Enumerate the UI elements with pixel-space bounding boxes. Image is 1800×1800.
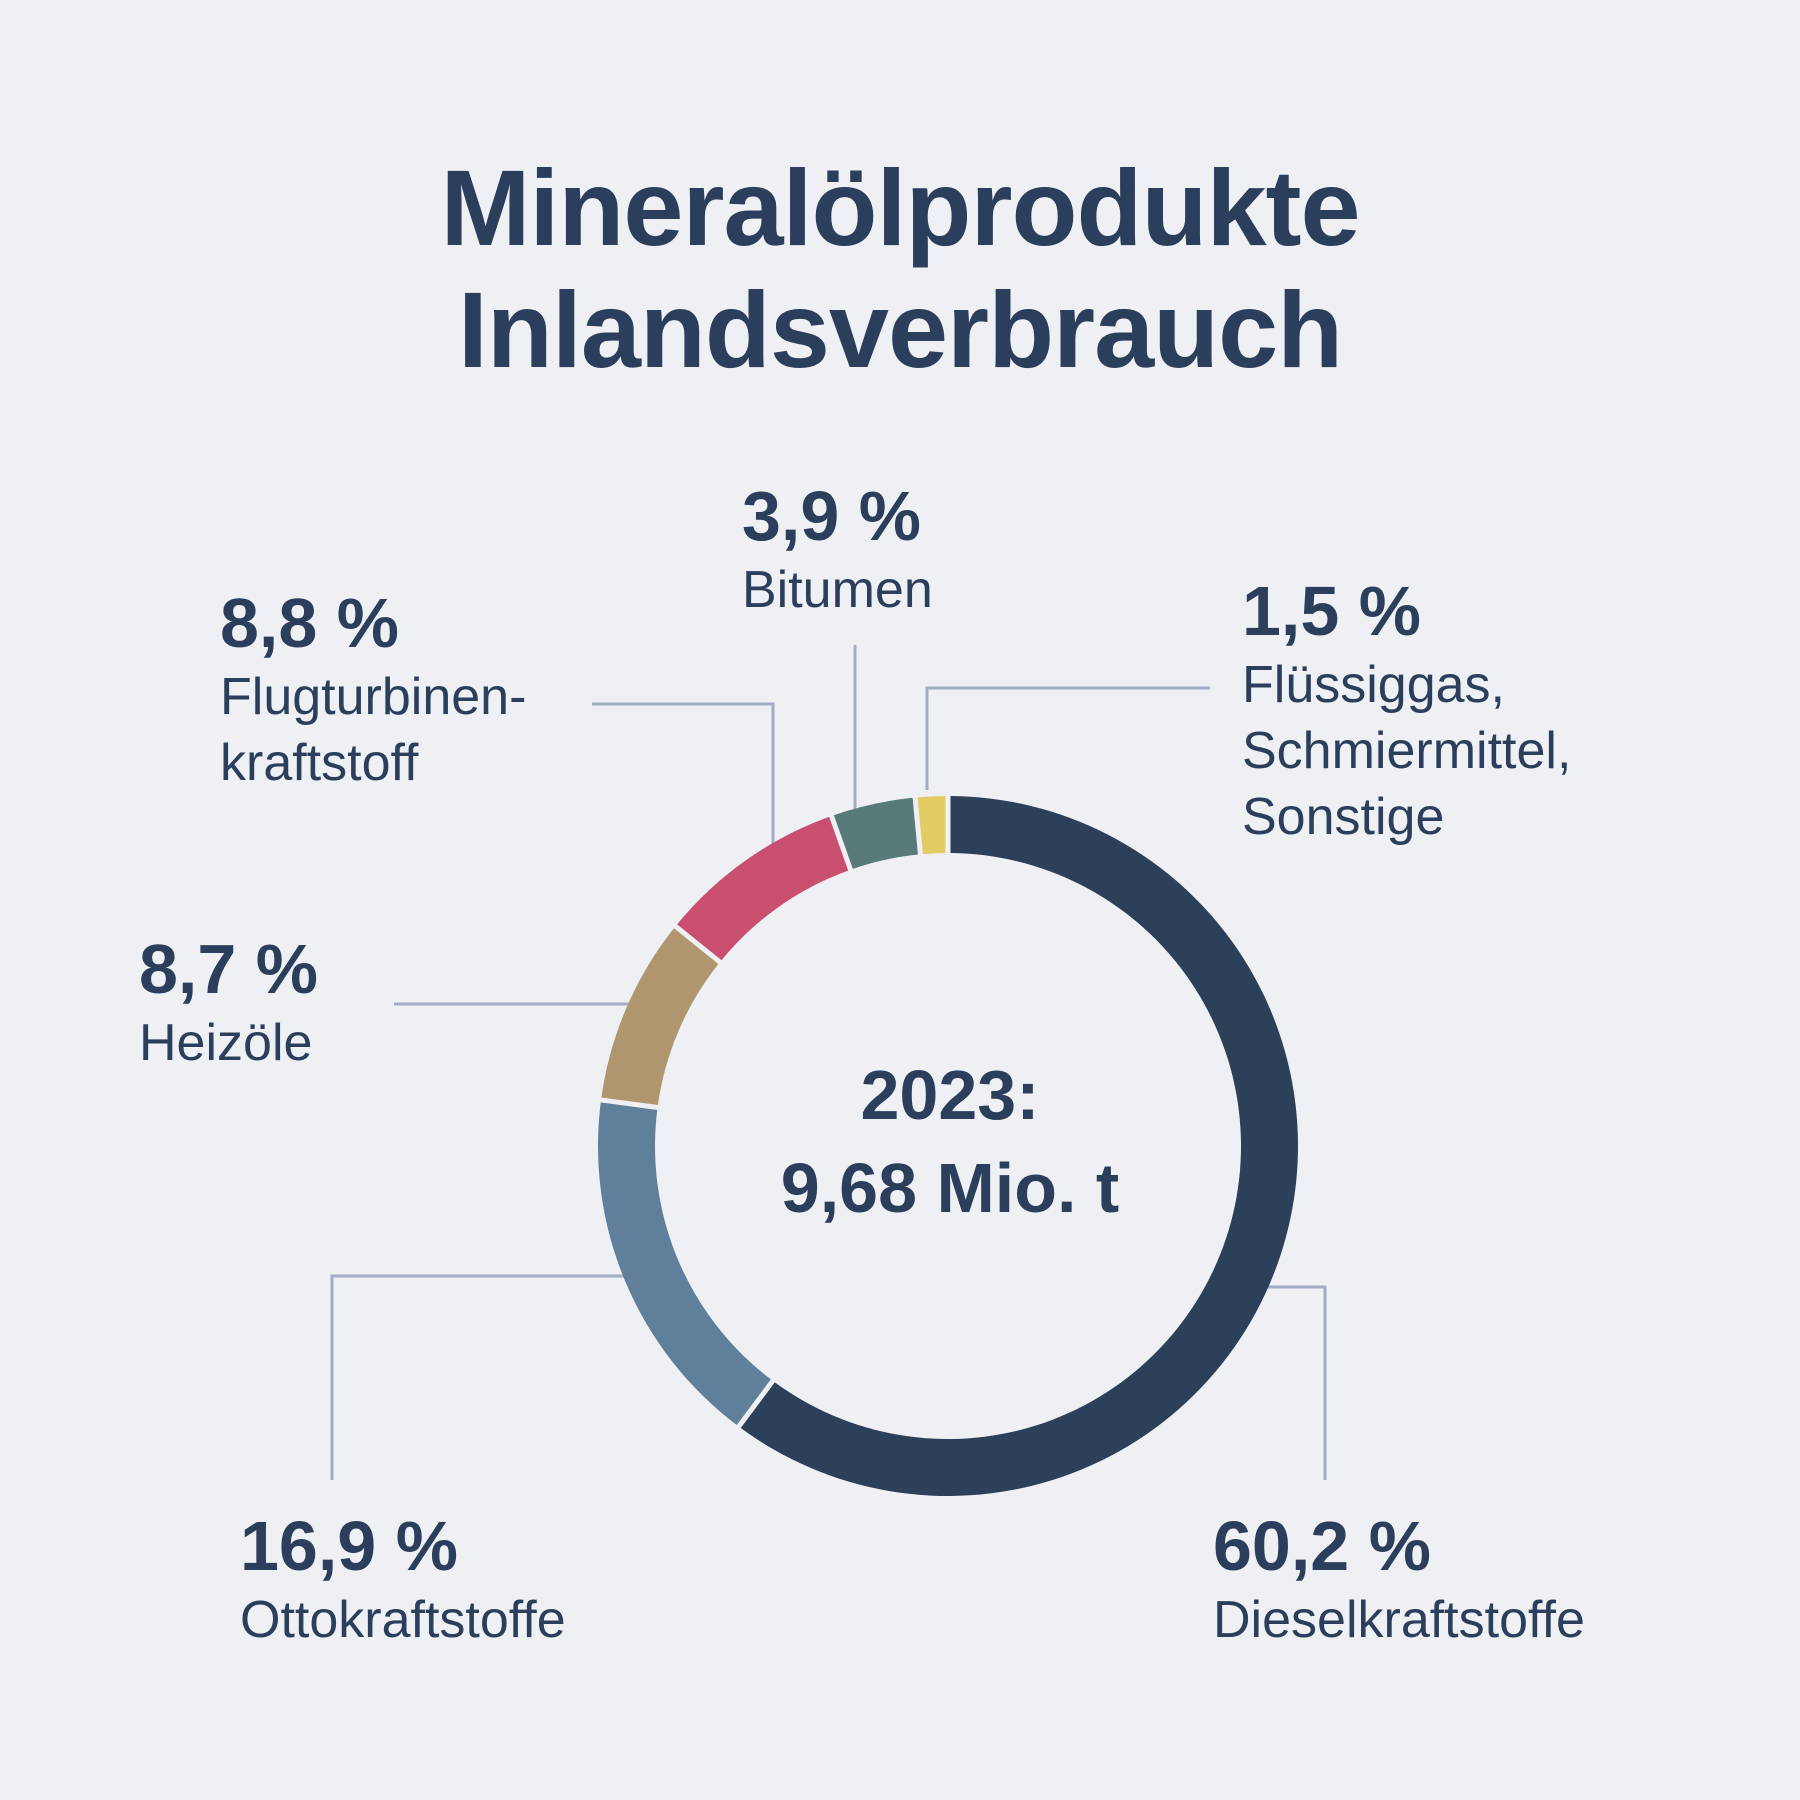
slice-separator <box>598 1097 660 1111</box>
slice-separator <box>912 795 924 857</box>
slice-label-pct-bitumen: 3,9 % <box>742 477 921 555</box>
label-flug: 8,8 % Flugturbinen- kraftstoff <box>220 588 526 796</box>
leader-lines <box>330 645 1327 1480</box>
slice-separator <box>735 1377 777 1430</box>
slice-label-name-bitumen: Bitumen <box>742 561 933 619</box>
slice-separator <box>828 813 854 873</box>
leader-line-fluessiggas <box>925 686 1210 790</box>
chart-title-line-2: Inlandsverbrauch <box>457 269 1343 390</box>
slice-label-pct-fluessiggas: 1,5 % <box>1242 572 1421 650</box>
slice-label-name-diesel: Dieselkraftstoffe <box>1213 1591 1585 1649</box>
label-bitumen: 3,9 % Bitumen <box>742 481 933 623</box>
label-fluessiggas: 1,5 % Flüssiggas, Schmiermittel, Sonstig… <box>1242 576 1571 850</box>
donut-slice-otto <box>598 1099 773 1427</box>
donut-slice-diesel <box>738 796 1298 1496</box>
donut-slice-heizoele <box>601 926 720 1108</box>
slice-label-pct-flug: 8,8 % <box>220 584 399 662</box>
donut-slice-bitumen <box>831 797 921 870</box>
label-diesel: 60,2 % Dieselkraftstoffe <box>1213 1511 1585 1653</box>
donut-slice-fluessiggas <box>915 796 948 855</box>
slice-label-name-heizoele: Heizöle <box>139 1014 313 1072</box>
leader-line-otto <box>330 1274 624 1480</box>
donut-slice-flug <box>675 815 851 963</box>
slice-label-name-fluessiggas: Flüssiggas, Schmiermittel, Sonstige <box>1242 656 1572 846</box>
slice-label-pct-heizoele: 8,7 % <box>139 930 318 1008</box>
label-heizoele: 8,7 % Heizöle <box>139 934 318 1076</box>
slice-label-pct-otto: 16,9 % <box>240 1507 458 1585</box>
slice-separator <box>672 923 724 966</box>
label-otto: 16,9 % Ottokraftstoffe <box>240 1511 566 1653</box>
leader-line-flug <box>592 702 775 845</box>
chart-title-line-1: Mineralölprodukte <box>440 147 1360 268</box>
center-year: 2023: <box>860 1056 1040 1134</box>
slice-label-pct-diesel: 60,2 % <box>1213 1507 1431 1585</box>
donut-slices <box>598 794 1298 1496</box>
slice-label-name-flug: Flugturbinen- kraftstoff <box>220 668 527 792</box>
center-total: 9,68 Mio. t <box>780 1149 1120 1227</box>
leader-line-diesel <box>1268 1285 1327 1480</box>
slice-label-name-otto: Ottokraftstoffe <box>240 1591 566 1649</box>
